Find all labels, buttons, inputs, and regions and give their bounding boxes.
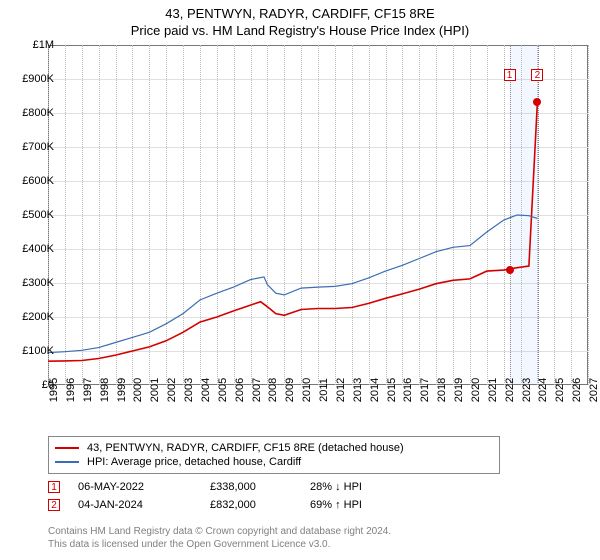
chart-area: 12 bbox=[48, 45, 588, 385]
row-price: £338,000 bbox=[210, 481, 310, 493]
x-axis-label: 2022 bbox=[504, 378, 516, 402]
row-marker: 2 bbox=[48, 499, 60, 511]
y-axis-label: £900K bbox=[22, 73, 54, 85]
y-axis-label: £1M bbox=[33, 39, 54, 51]
x-axis-label: 2023 bbox=[521, 378, 533, 402]
sales-table: 1 06-MAY-2022£338,00028% ↓ HPI 2 04-JAN-202… bbox=[48, 478, 450, 514]
x-axis-label: 2020 bbox=[470, 378, 482, 402]
x-axis-label: 1998 bbox=[99, 378, 111, 402]
y-axis-label: £800K bbox=[22, 107, 54, 119]
y-axis-label: £400K bbox=[22, 243, 54, 255]
y-axis-label: £200K bbox=[22, 311, 54, 323]
series-line bbox=[48, 102, 537, 361]
x-axis-label: 2026 bbox=[571, 378, 583, 402]
footer-line-2: This data is licensed under the Open Gov… bbox=[48, 538, 391, 551]
legend-swatch bbox=[55, 461, 79, 463]
x-axis-label: 1995 bbox=[48, 378, 60, 402]
legend-item: HPI: Average price, detached house, Card… bbox=[55, 455, 493, 469]
x-axis-label: 2006 bbox=[234, 378, 246, 402]
y-axis-label: £500K bbox=[22, 209, 54, 221]
row-marker: 1 bbox=[48, 481, 60, 493]
x-axis-label: 2027 bbox=[588, 378, 600, 402]
sale-marker-dot bbox=[506, 266, 514, 274]
chart-title-sub: Price paid vs. HM Land Registry's House … bbox=[0, 21, 600, 42]
legend-swatch bbox=[55, 447, 79, 449]
x-axis-label: 2019 bbox=[453, 378, 465, 402]
x-axis-label: 2000 bbox=[132, 378, 144, 402]
x-axis-label: 2010 bbox=[301, 378, 313, 402]
x-axis-label: 2009 bbox=[284, 378, 296, 402]
row-price: £832,000 bbox=[210, 499, 310, 511]
legend-label: 43, PENTWYN, RADYR, CARDIFF, CF15 8RE (d… bbox=[87, 442, 404, 454]
x-axis-label: 2005 bbox=[217, 378, 229, 402]
y-axis-label: £300K bbox=[22, 277, 54, 289]
x-axis-label: 2011 bbox=[318, 378, 330, 402]
y-axis-label: £100K bbox=[22, 345, 54, 357]
x-axis-label: 2015 bbox=[386, 378, 398, 402]
sale-marker-label: 2 bbox=[531, 69, 543, 81]
footer-attribution: Contains HM Land Registry data © Crown c… bbox=[48, 525, 391, 551]
sale-marker-dot bbox=[533, 98, 541, 106]
sale-marker-label: 1 bbox=[504, 69, 516, 81]
x-axis-label: 2012 bbox=[335, 378, 347, 402]
footer-line-1: Contains HM Land Registry data © Crown c… bbox=[48, 525, 391, 538]
y-axis-label: £700K bbox=[22, 141, 54, 153]
line-series bbox=[48, 45, 588, 385]
x-axis-label: 2001 bbox=[149, 378, 161, 402]
series-line bbox=[48, 215, 537, 353]
row-pct: 69% ↑ HPI bbox=[310, 499, 450, 511]
x-axis-label: 2014 bbox=[369, 378, 381, 402]
x-axis-label: 2013 bbox=[352, 378, 364, 402]
x-axis-label: 2024 bbox=[537, 378, 549, 402]
x-axis-label: 1996 bbox=[65, 378, 77, 402]
row-date: 04-JAN-2024 bbox=[78, 499, 210, 511]
sales-table-row: 2 04-JAN-2024£832,00069% ↑ HPI bbox=[48, 496, 450, 514]
y-axis-label: £600K bbox=[22, 175, 54, 187]
x-axis-label: 2003 bbox=[183, 378, 195, 402]
x-axis-label: 2004 bbox=[200, 378, 212, 402]
legend-label: HPI: Average price, detached house, Card… bbox=[87, 456, 301, 468]
x-axis-label: 2017 bbox=[419, 378, 431, 402]
legend-item: 43, PENTWYN, RADYR, CARDIFF, CF15 8RE (d… bbox=[55, 441, 493, 455]
x-axis-label: 1999 bbox=[116, 378, 128, 402]
x-axis-label: 2007 bbox=[251, 378, 263, 402]
legend: 43, PENTWYN, RADYR, CARDIFF, CF15 8RE (d… bbox=[48, 436, 500, 474]
x-axis-label: 2002 bbox=[166, 378, 178, 402]
x-axis-label: 2025 bbox=[554, 378, 566, 402]
x-axis-label: 2008 bbox=[267, 378, 279, 402]
sales-table-row: 1 06-MAY-2022£338,00028% ↓ HPI bbox=[48, 478, 450, 496]
chart-title-main: 43, PENTWYN, RADYR, CARDIFF, CF15 8RE bbox=[0, 0, 600, 21]
row-pct: 28% ↓ HPI bbox=[310, 481, 450, 493]
row-date: 06-MAY-2022 bbox=[78, 481, 210, 493]
x-axis-label: 1997 bbox=[82, 378, 94, 402]
x-axis-label: 2018 bbox=[436, 378, 448, 402]
x-axis-label: 2016 bbox=[402, 378, 414, 402]
x-axis-label: 2021 bbox=[487, 378, 499, 402]
